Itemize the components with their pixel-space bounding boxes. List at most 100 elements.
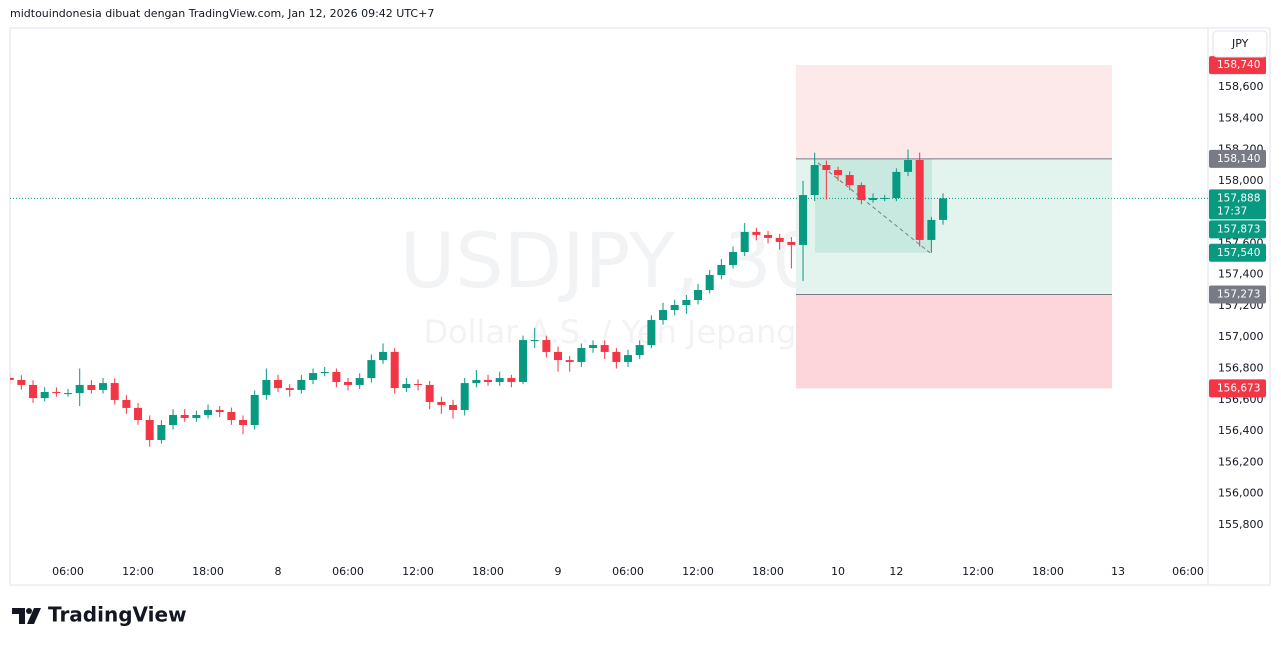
candle-body <box>939 198 948 220</box>
candle-body <box>402 384 411 389</box>
candle-body <box>40 391 49 399</box>
candle-body <box>87 384 96 390</box>
x-tick-label: 12:00 <box>682 565 714 578</box>
trade-path <box>817 162 931 254</box>
currency-label[interactable]: JPY <box>1231 37 1249 50</box>
candle-body <box>589 345 598 349</box>
candle-body <box>670 305 679 311</box>
price-badge <box>1209 149 1266 168</box>
candle-body <box>99 383 108 390</box>
candle-body <box>647 320 656 346</box>
candle-body <box>542 340 551 352</box>
brand-name: TradingView <box>48 603 187 627</box>
candle-body <box>180 414 189 418</box>
y-tick-label: 158,000 <box>1218 174 1264 187</box>
candle-body <box>507 378 516 382</box>
candle-body <box>519 340 528 382</box>
candle-body <box>810 165 819 196</box>
watermark-title: USDJPY, 30 <box>400 216 820 305</box>
candle-body <box>927 219 936 240</box>
candle-body <box>239 419 248 425</box>
candle-body <box>460 383 469 410</box>
candle-body <box>834 170 843 176</box>
price-badge-label: 157,540 <box>1217 247 1260 259</box>
candle-body <box>262 379 271 395</box>
price-badge-label: 157,873 <box>1217 223 1260 235</box>
candle-body <box>484 379 493 382</box>
candle-body <box>682 300 691 306</box>
candle-body <box>367 360 376 379</box>
candle-body <box>869 198 878 201</box>
price-badge <box>1209 379 1266 398</box>
candle-body <box>250 394 259 425</box>
candle-body <box>52 391 61 394</box>
filled-zone <box>815 158 932 253</box>
candle-body <box>775 237 784 242</box>
target-zone <box>796 65 1112 159</box>
x-tick-label: 12 <box>889 565 903 578</box>
candle-body <box>10 377 14 380</box>
price-badge <box>1209 220 1266 239</box>
x-tick-label: 06:00 <box>612 565 644 578</box>
candle-body <box>729 251 738 265</box>
candle-body <box>332 371 341 382</box>
x-tick-label: 18:00 <box>192 565 224 578</box>
brand-logo <box>12 608 41 624</box>
x-tick-label: 06:00 <box>52 565 84 578</box>
stop-zone <box>796 294 1112 389</box>
y-tick-label: 156,200 <box>1218 455 1264 468</box>
candle-body <box>17 379 26 385</box>
price-badge <box>1209 189 1266 220</box>
header-text: midtouindonesia dibuat dengan TradingVie… <box>10 7 434 20</box>
candle-body <box>437 401 446 405</box>
candle-body <box>495 378 504 382</box>
candle-body <box>659 310 668 321</box>
y-tick-label: 156,000 <box>1218 487 1264 500</box>
candle-body <box>904 160 913 172</box>
candle-body <box>390 351 399 389</box>
candle-body <box>355 378 364 385</box>
candle-body <box>565 360 574 362</box>
x-tick-label: 8 <box>275 565 282 578</box>
price-badge-label: 158,140 <box>1217 153 1260 165</box>
candle-body <box>822 165 831 171</box>
y-tick-label: 157,400 <box>1218 268 1264 281</box>
candle-body <box>204 409 213 415</box>
y-tick-label: 158,600 <box>1218 80 1264 93</box>
candle-body <box>717 264 726 275</box>
price-badge-label: 158,740 <box>1217 59 1260 71</box>
x-tick-label: 18:00 <box>1032 565 1064 578</box>
x-tick-label: 12:00 <box>962 565 994 578</box>
candle-body <box>425 384 434 402</box>
currency-button[interactable] <box>1212 30 1268 58</box>
candle-body <box>274 379 283 389</box>
y-tick-label: 157,000 <box>1218 330 1264 343</box>
candle-body <box>799 195 808 245</box>
candle-body <box>157 424 166 441</box>
x-tick-label: 12:00 <box>122 565 154 578</box>
candle-body <box>192 414 201 418</box>
candle-body <box>472 379 481 384</box>
candle-body <box>320 371 329 374</box>
candle-body <box>110 383 119 400</box>
candle-body <box>75 384 84 394</box>
price-badge <box>1209 285 1266 304</box>
x-tick-label: 18:00 <box>752 565 784 578</box>
y-tick-label: 158,400 <box>1218 111 1264 124</box>
candle-body <box>915 160 924 240</box>
candle-body <box>29 384 38 399</box>
candle-body <box>752 231 761 235</box>
candle-body <box>145 419 154 441</box>
candle-body <box>705 274 714 290</box>
candle-body <box>600 345 609 352</box>
candle-body <box>122 399 131 408</box>
x-tick-label: 9 <box>555 565 562 578</box>
candle-body <box>635 345 644 356</box>
candle-body <box>215 409 224 413</box>
candle-body <box>134 407 143 420</box>
candle-body <box>297 379 306 390</box>
candle-body <box>379 351 388 361</box>
candle-body <box>740 231 749 252</box>
candle-body <box>530 340 539 342</box>
candle-body <box>577 348 586 362</box>
